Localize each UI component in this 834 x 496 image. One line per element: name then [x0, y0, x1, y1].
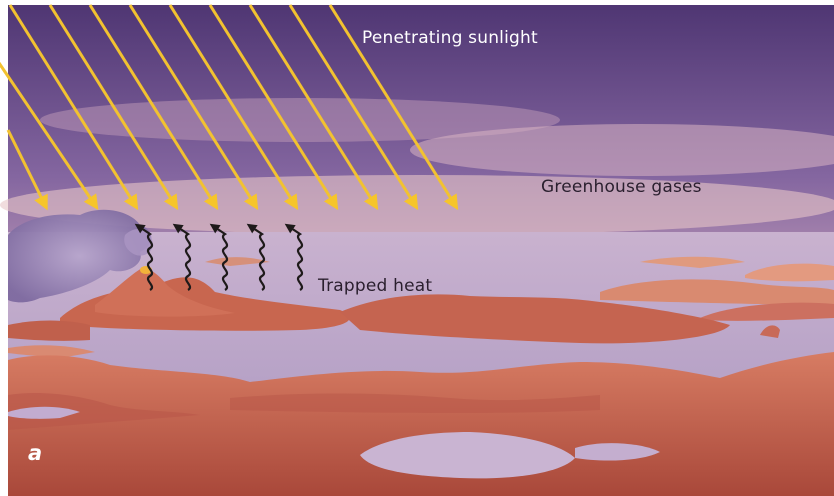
pool [360, 432, 575, 479]
volcano-icon [95, 268, 235, 317]
island [8, 320, 90, 341]
foreground-land [8, 352, 834, 496]
sun-rays [0, 4, 459, 211]
central-island [340, 294, 730, 344]
heat-waves [134, 223, 304, 291]
sun-ray-arrow [328, 4, 459, 211]
smoke-plume [8, 209, 152, 303]
heat-wave-arrow [284, 223, 304, 291]
sun-ray-arrow [168, 4, 299, 211]
island [600, 279, 834, 305]
sun-ray-arrow [6, 129, 48, 211]
heat-wave-arrow [209, 223, 229, 291]
land-shadow [8, 393, 200, 430]
sun-ray-arrow [8, 4, 139, 211]
sun-ray-arrow [88, 4, 219, 211]
sunlight-label: Penetrating sunlight [362, 28, 538, 48]
island [205, 257, 270, 266]
sun-ray-arrow [208, 4, 339, 211]
island [640, 256, 745, 268]
heat-wave-arrow [172, 223, 192, 291]
sun-ray-arrow [0, 61, 99, 210]
sun-ray-arrow [288, 4, 419, 211]
smoke-plume [124, 228, 153, 256]
cloud-band [410, 124, 834, 176]
rock [760, 325, 780, 338]
pool [575, 443, 660, 461]
sun-ray-arrow [248, 4, 379, 211]
heat-wave-arrow [246, 223, 266, 291]
sun-ray-arrow [48, 4, 179, 211]
land-shadow [230, 393, 600, 413]
trapped-heat-label: Trapped heat [318, 276, 433, 296]
greenhouse-gases-label: Greenhouse gases [541, 177, 702, 197]
island [700, 302, 834, 321]
island [8, 345, 95, 358]
sun-ray-arrow [128, 4, 259, 211]
heat-wave-arrow [134, 223, 154, 291]
panel-letter: a [28, 441, 43, 465]
island [745, 263, 834, 282]
pool [8, 406, 80, 419]
